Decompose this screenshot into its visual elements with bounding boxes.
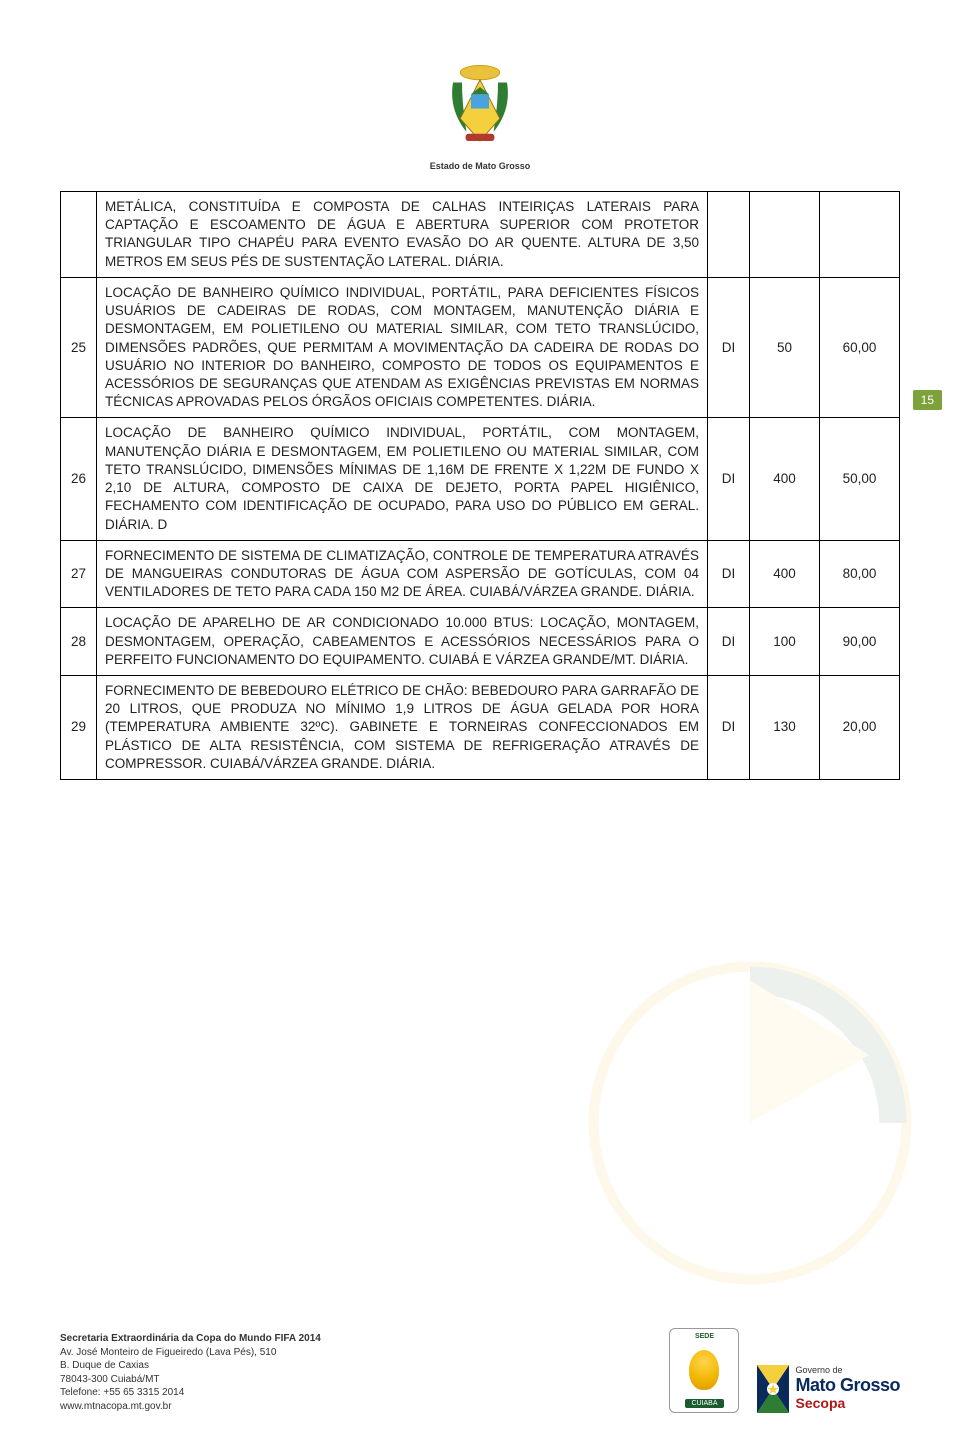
page: Estado de Mato Grosso METÁLICA, CONSTITU… <box>0 0 960 1433</box>
table-row: 27FORNECIMENTO DE SISTEMA DE CLIMATIZAÇÃ… <box>61 540 900 608</box>
cell-num: 25 <box>61 277 97 418</box>
items-table: METÁLICA, CONSTITUÍDA E COMPOSTA DE CALH… <box>60 191 900 780</box>
cell-price: 60,00 <box>820 277 900 418</box>
cell-qty: 400 <box>750 418 820 540</box>
cell-desc: FORNECIMENTO DE SISTEMA DE CLIMATIZAÇÃO,… <box>97 540 708 608</box>
cell-desc: LOCAÇÃO DE BANHEIRO QUÍMICO INDIVIDUAL, … <box>97 418 708 540</box>
cell-unit: DI <box>708 608 750 676</box>
header-caption: Estado de Mato Grosso <box>60 161 900 171</box>
cell-unit <box>708 192 750 278</box>
cell-unit: DI <box>708 676 750 780</box>
cell-qty: 400 <box>750 540 820 608</box>
state-gov-text: Governo de Mato Grosso Secopa <box>795 1366 900 1411</box>
table-row: 26LOCAÇÃO DE BANHEIRO QUÍMICO INDIVIDUAL… <box>61 418 900 540</box>
cell-qty: 100 <box>750 608 820 676</box>
footer-org: Secretaria Extraordinária da Copa do Mun… <box>60 1332 321 1346</box>
cell-desc: LOCAÇÃO DE APARELHO DE AR CONDICIONADO 1… <box>97 608 708 676</box>
cell-num: 28 <box>61 608 97 676</box>
trophy-icon <box>689 1350 719 1390</box>
cell-price: 90,00 <box>820 608 900 676</box>
cell-unit: DI <box>708 418 750 540</box>
page-footer: Secretaria Extraordinária da Copa do Mun… <box>60 1328 900 1413</box>
cell-unit: DI <box>708 540 750 608</box>
cell-qty: 50 <box>750 277 820 418</box>
header-crest <box>60 60 900 153</box>
cell-num <box>61 192 97 278</box>
cell-num: 29 <box>61 676 97 780</box>
footer-contact: Secretaria Extraordinária da Copa do Mun… <box>60 1332 321 1413</box>
cell-price: 20,00 <box>820 676 900 780</box>
cell-desc: FORNECIMENTO DE BEBEDOURO ELÉTRICO DE CH… <box>97 676 708 780</box>
cell-price: 80,00 <box>820 540 900 608</box>
cell-price: 50,00 <box>820 418 900 540</box>
cell-num: 27 <box>61 540 97 608</box>
table-row: 29FORNECIMENTO DE BEBEDOURO ELÉTRICO DE … <box>61 676 900 780</box>
watermark-icon <box>580 953 920 1293</box>
gov-sub-label: Secopa <box>795 1396 900 1411</box>
state-gov-logo: Governo de Mato Grosso Secopa <box>757 1365 900 1413</box>
host-city-badge-icon: SEDE CUIABÁ <box>669 1328 739 1413</box>
cell-qty: 130 <box>750 676 820 780</box>
cell-qty <box>750 192 820 278</box>
cell-price <box>820 192 900 278</box>
footer-logos: SEDE CUIABÁ Governo de Mato Grosso <box>669 1328 900 1413</box>
badge-top-label: SEDE <box>695 1333 714 1340</box>
cell-unit: DI <box>708 277 750 418</box>
badge-bottom-label: CUIABÁ <box>685 1399 723 1408</box>
footer-addr3: 78043-300 Cuiabá/MT <box>60 1373 321 1387</box>
page-number-badge: 15 <box>913 390 942 410</box>
footer-phone: Telefone: +55 65 3315 2014 <box>60 1386 321 1400</box>
table-row: 25LOCAÇÃO DE BANHEIRO QUÍMICO INDIVIDUAL… <box>61 277 900 418</box>
footer-site: www.mtnacopa.mt.gov.br <box>60 1400 321 1414</box>
cell-num: 26 <box>61 418 97 540</box>
footer-addr2: B. Duque de Caxias <box>60 1359 321 1373</box>
cell-desc: METÁLICA, CONSTITUÍDA E COMPOSTA DE CALH… <box>97 192 708 278</box>
gov-big-label: Mato Grosso <box>795 1376 900 1396</box>
mt-flag-icon <box>757 1365 789 1413</box>
table-row: METÁLICA, CONSTITUÍDA E COMPOSTA DE CALH… <box>61 192 900 278</box>
cell-desc: LOCAÇÃO DE BANHEIRO QUÍMICO INDIVIDUAL, … <box>97 277 708 418</box>
state-crest-icon <box>435 60 525 150</box>
table-row: 28LOCAÇÃO DE APARELHO DE AR CONDICIONADO… <box>61 608 900 676</box>
footer-addr1: Av. José Monteiro de Figueiredo (Lava Pé… <box>60 1346 321 1360</box>
